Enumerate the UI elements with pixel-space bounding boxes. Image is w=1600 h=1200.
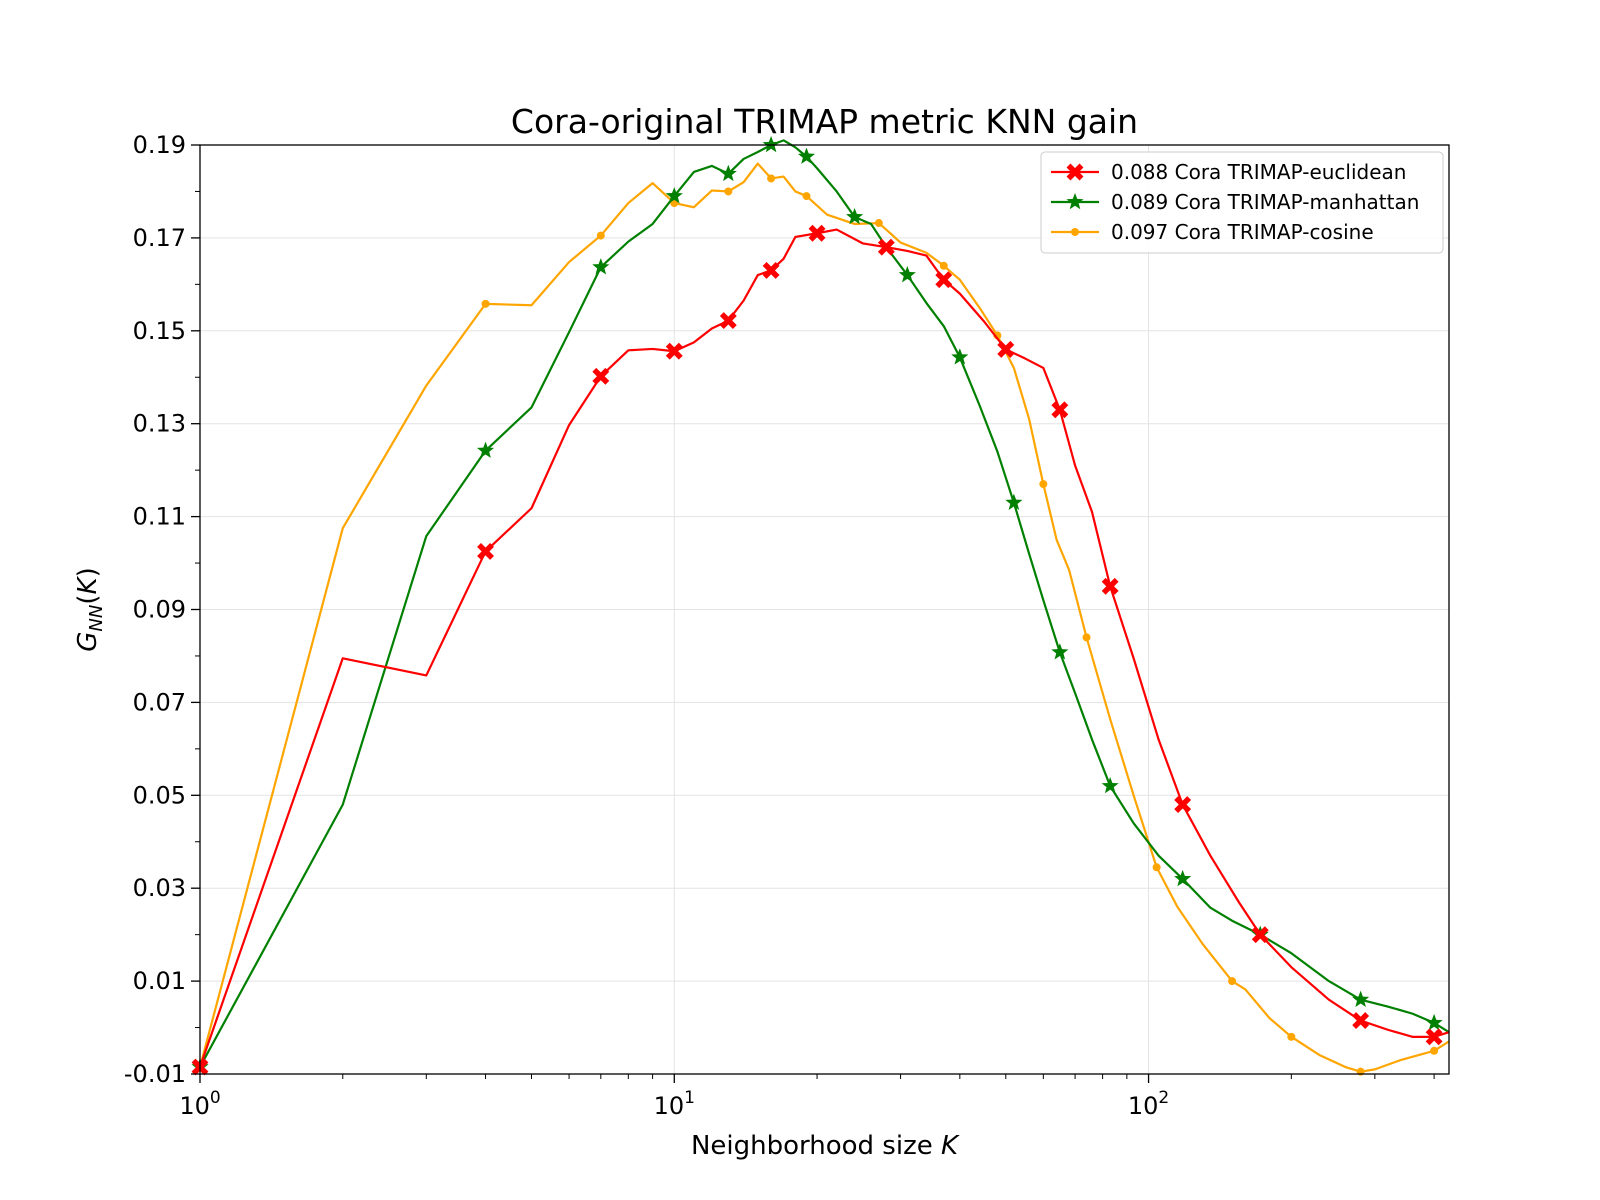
legend-marker — [1066, 163, 1084, 181]
data-point — [724, 187, 733, 196]
data-point — [1425, 1028, 1443, 1046]
legend-marker — [1066, 193, 1084, 210]
x-tick-label: 102 — [1128, 1088, 1169, 1120]
legend-marker — [1071, 228, 1079, 236]
data-point — [874, 219, 883, 228]
y-tick-label: 0.03 — [133, 874, 186, 902]
data-point — [762, 261, 780, 279]
y-tick-label: 0.01 — [133, 967, 186, 995]
data-point — [877, 238, 895, 256]
y-axis-label: GNN(K) — [73, 567, 107, 651]
data-point — [592, 367, 610, 385]
data-point — [1425, 1013, 1443, 1031]
legend-entry: 0.097 Cora TRIMAP-cosine — [1051, 220, 1374, 244]
data-point — [951, 348, 969, 365]
y-tick-label: 0.11 — [133, 503, 186, 531]
data-point — [997, 340, 1015, 358]
data-point — [1152, 863, 1161, 872]
data-point — [1228, 977, 1237, 986]
data-point — [802, 192, 811, 201]
data-point — [1174, 869, 1192, 887]
legend-label: 0.088 Cora TRIMAP-euclidean — [1111, 160, 1406, 184]
legend-label: 0.097 Cora TRIMAP-cosine — [1111, 220, 1374, 244]
data-point — [665, 342, 683, 360]
data-point — [592, 258, 610, 275]
data-point — [797, 147, 816, 164]
y-tick-label: 0.17 — [133, 224, 186, 252]
y-tick-label: 0.19 — [133, 131, 186, 159]
data-point — [846, 208, 864, 225]
legend-box — [1040, 151, 1444, 254]
legend-label: 0.089 Cora TRIMAP-manhattan — [1111, 190, 1419, 214]
data-point — [898, 266, 916, 283]
legend: 0.088 Cora TRIMAP-euclidean 0.089 Cora TR… — [1040, 151, 1444, 254]
data-point — [1101, 577, 1119, 595]
y-tick-label: 0.13 — [133, 410, 186, 438]
data-point — [1174, 796, 1192, 814]
data-point — [767, 174, 776, 183]
data-point — [481, 299, 490, 308]
x-tick-label: 101 — [654, 1088, 695, 1120]
data-point — [1352, 990, 1370, 1007]
x-tick-label: 100 — [179, 1088, 220, 1120]
series-layer — [191, 136, 1450, 1076]
data-point — [596, 231, 605, 240]
data-point — [939, 261, 948, 270]
data-point — [1039, 480, 1048, 489]
data-point — [1287, 1032, 1296, 1041]
data-point — [1005, 493, 1023, 510]
data-point — [1082, 633, 1091, 642]
data-point — [1251, 926, 1269, 944]
series-line — [199, 139, 1450, 1068]
y-tick-label: -0.01 — [124, 1060, 186, 1088]
data-point — [476, 441, 495, 458]
series-line — [198, 162, 1450, 1073]
y-tick-label: 0.05 — [133, 781, 186, 809]
data-point — [719, 164, 737, 182]
data-point — [1430, 1046, 1439, 1055]
data-point — [935, 271, 953, 289]
ticks: 0.19 0.17 0.15 0.13 0.11 0.09 0.07 0.05 0.03 0.01… — [124, 131, 1435, 1120]
data-point — [477, 542, 494, 560]
data-point — [665, 187, 683, 204]
data-point — [1051, 401, 1069, 419]
series-2 — [196, 162, 1450, 1076]
data-point — [1352, 1012, 1370, 1030]
data-point — [1101, 777, 1119, 794]
series-0 — [191, 224, 1450, 1076]
data-point — [762, 136, 780, 153]
y-tick-label: 0.15 — [133, 317, 186, 345]
x-axis-label: Neighborhood size K — [691, 1131, 960, 1161]
y-tick-label: 0.07 — [133, 688, 186, 716]
data-point — [1051, 643, 1069, 660]
legend-entry: 0.088 Cora TRIMAP-euclidean — [1051, 160, 1406, 184]
data-point — [719, 312, 737, 330]
legend-entry: 0.089 Cora TRIMAP-manhattan — [1051, 190, 1419, 214]
data-point — [808, 224, 826, 242]
series-line — [198, 228, 1450, 1068]
chart-title: Cora-original TRIMAP metric KNN gain — [511, 102, 1138, 141]
y-tick-label: 0.09 — [133, 596, 186, 624]
